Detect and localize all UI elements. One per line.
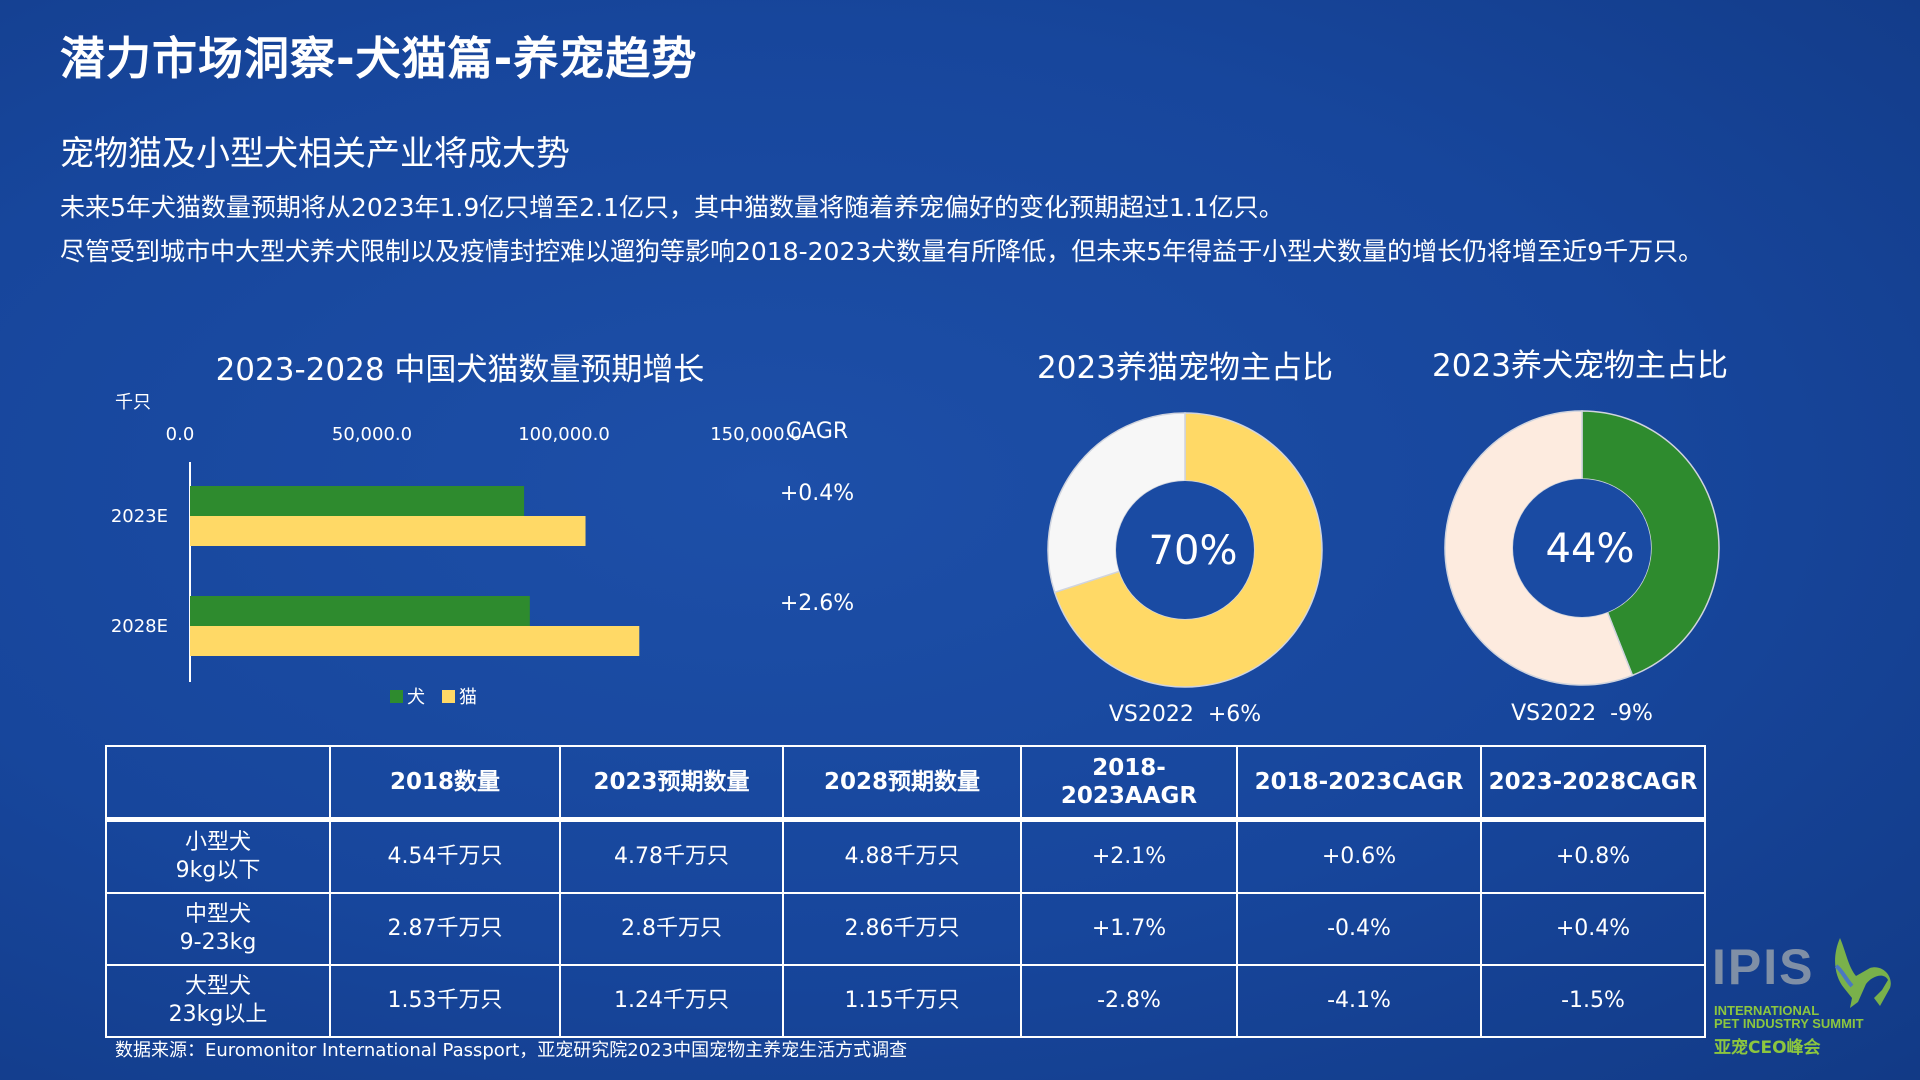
table-cell: -1.5% bbox=[1480, 964, 1706, 1038]
bar-猫-2028E bbox=[190, 626, 640, 656]
bar-chart-title: 2023-2028 中国犬猫数量预期增长 bbox=[215, 352, 705, 388]
x-tick-label: 150,000.0 bbox=[710, 424, 802, 445]
logo-wordmark: IPIS bbox=[1712, 939, 1815, 995]
bar-犬-2023E bbox=[190, 486, 525, 516]
logo-line-2: PET INDUSTRY SUMMIT bbox=[1714, 1016, 1864, 1031]
table-cell: +0.6% bbox=[1236, 818, 1482, 894]
table-header-cell: 2018- 2023AAGR bbox=[1020, 745, 1238, 822]
logo-line-1: INTERNATIONAL bbox=[1714, 1003, 1820, 1018]
table-cell: +2.1% bbox=[1020, 818, 1238, 894]
cat-donut-footnote: VS2022 +6% bbox=[1108, 702, 1262, 727]
table-cell: +0.4% bbox=[1480, 892, 1706, 966]
dog-donut-title: 2023养犬宠物主占比 bbox=[1432, 348, 1728, 384]
category-label: 2023E bbox=[111, 506, 168, 527]
table-header-cell: 2018数量 bbox=[329, 745, 561, 822]
table-cell: 1.15千万只 bbox=[782, 964, 1022, 1038]
table-cell: -2.8% bbox=[1020, 964, 1238, 1038]
cagr-header: CAGR bbox=[786, 419, 848, 444]
table-cell: 1.24千万只 bbox=[559, 964, 784, 1038]
bar-犬-2028E bbox=[190, 596, 530, 626]
legend-label: 猫 bbox=[459, 687, 477, 708]
data-source-note: 数据来源：Euromonitor International Passport，… bbox=[115, 1040, 908, 1061]
table-cell: +1.7% bbox=[1020, 892, 1238, 966]
dog-size-table: 2018数量 2023预期数量 2028预期数量 2018- 2023AAGR … bbox=[105, 745, 1706, 1038]
logo-line-3: 亚宠CEO峰会 bbox=[1714, 1038, 1821, 1058]
cat-owner-donut: 70% bbox=[1047, 412, 1323, 688]
bar-猫-2023E bbox=[190, 516, 586, 546]
cat-donut-title: 2023养猫宠物主占比 bbox=[1037, 350, 1333, 386]
cagr-value: +0.4% bbox=[780, 481, 854, 506]
ipis-logo: IPIS INTERNATIONAL PET INDUSTRY SUMMIT 亚… bbox=[1712, 938, 1892, 1058]
table-header-row: 2018数量 2023预期数量 2028预期数量 2018- 2023AAGR … bbox=[105, 745, 1706, 822]
legend-label: 犬 bbox=[407, 687, 425, 708]
x-tick-label: 50,000.0 bbox=[332, 424, 412, 445]
intro-paragraph-2: 尽管受到城市中大型犬养犬限制以及疫情封控难以遛狗等影响2018-2023犬数量有… bbox=[60, 237, 1704, 266]
page-title: 潜力市场洞察-犬猫篇-养宠趋势 bbox=[60, 32, 698, 85]
table-cell: 大型犬 23kg以上 bbox=[105, 964, 331, 1038]
donut-center-label: 70% bbox=[1149, 528, 1238, 574]
pet-silhouette-icon bbox=[1834, 938, 1891, 1008]
cagr-value: +2.6% bbox=[780, 591, 854, 616]
table-cell: 小型犬 9kg以下 bbox=[105, 818, 331, 894]
table-header-cell: 2018-2023CAGR bbox=[1236, 745, 1482, 822]
table-header-cell: 2028预期数量 bbox=[782, 745, 1022, 822]
donut-hole bbox=[1116, 481, 1254, 619]
table-cell: +0.8% bbox=[1480, 818, 1706, 894]
page-subtitle: 宠物猫及小型犬相关产业将成大势 bbox=[60, 134, 570, 174]
table-cell: -0.4% bbox=[1236, 892, 1482, 966]
table-cell: 2.86千万只 bbox=[782, 892, 1022, 966]
table-row: 小型犬 9kg以下 4.54千万只 4.78千万只 4.88千万只 +2.1% … bbox=[105, 818, 1706, 894]
table-header-cell: 2023预期数量 bbox=[559, 745, 784, 822]
table-cell: 4.78千万只 bbox=[559, 818, 784, 894]
table-row: 大型犬 23kg以上 1.53千万只 1.24千万只 1.15千万只 -2.8%… bbox=[105, 964, 1706, 1038]
category-label: 2028E bbox=[111, 616, 168, 637]
donut-center-label: 44% bbox=[1546, 526, 1635, 572]
donut-hole bbox=[1513, 479, 1651, 617]
unit-label: 千只 bbox=[115, 392, 151, 413]
table-cell: 4.54千万只 bbox=[329, 818, 561, 894]
x-tick-label: 0.0 bbox=[166, 424, 195, 445]
table-row: 中型犬 9-23kg 2.87千万只 2.8千万只 2.86千万只 +1.7% … bbox=[105, 892, 1706, 966]
table-cell: -4.1% bbox=[1236, 964, 1482, 1038]
table-header-cell: 2023-2028CAGR bbox=[1480, 745, 1706, 822]
legend-swatch bbox=[390, 690, 403, 703]
x-tick-label: 100,000.0 bbox=[518, 424, 610, 445]
dog-owner-donut: 44% bbox=[1444, 410, 1720, 686]
table-cell: 4.88千万只 bbox=[782, 818, 1022, 894]
table-cell: 2.87千万只 bbox=[329, 892, 561, 966]
intro-paragraph-1: 未来5年犬猫数量预期将从2023年1.9亿只增至2.1亿只，其中猫数量将随着养宠… bbox=[60, 193, 1284, 222]
table-cell: 1.53千万只 bbox=[329, 964, 561, 1038]
table-cell: 中型犬 9-23kg bbox=[105, 892, 331, 966]
dog-donut-footnote: VS2022 -9% bbox=[1511, 701, 1653, 726]
legend-swatch bbox=[442, 690, 455, 703]
table-header-cell bbox=[105, 745, 331, 822]
table-cell: 2.8千万只 bbox=[559, 892, 784, 966]
